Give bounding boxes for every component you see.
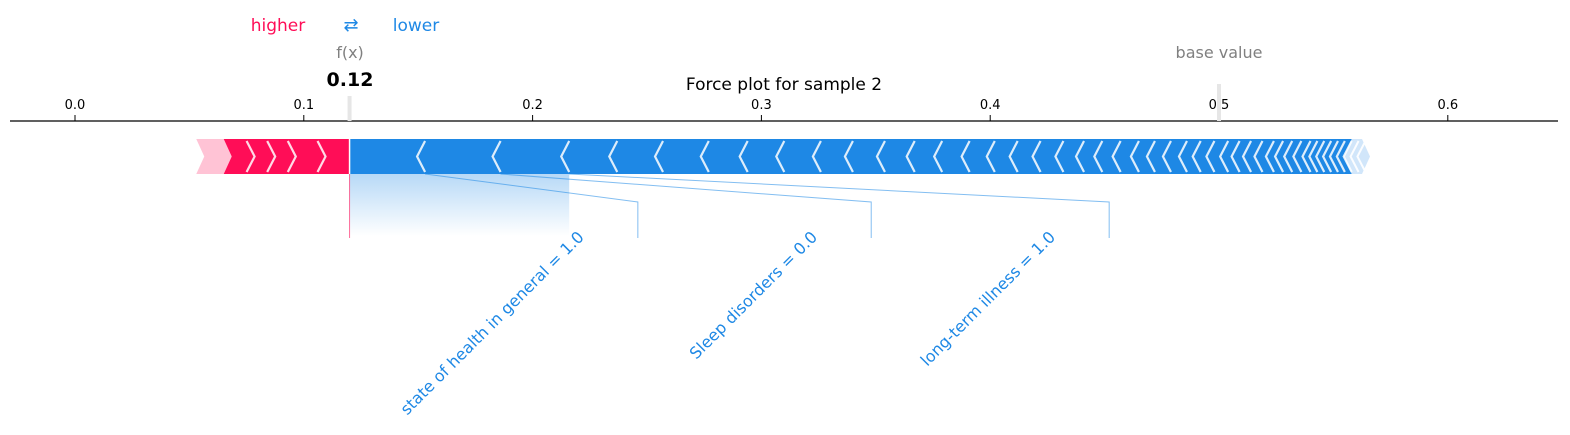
negative-feature-chevron bbox=[1177, 140, 1188, 173]
negative-feature-chevron bbox=[1308, 140, 1319, 173]
legend-lower-label: lower bbox=[393, 16, 439, 36]
negative-feature-chevron bbox=[1145, 140, 1156, 173]
feature-label: state of health in general = 1.0 bbox=[396, 227, 587, 418]
chart-title: Force plot for sample 2 bbox=[686, 75, 882, 95]
feature-label: long-term illness = 1.0 bbox=[917, 227, 1059, 369]
negative-feature-chevron bbox=[1273, 140, 1285, 173]
x-axis-ticks: 0.00.10.20.30.40.50.6 bbox=[65, 98, 1458, 121]
positive-feature-chevron bbox=[266, 140, 277, 173]
x-tick-label: 0.0 bbox=[65, 98, 86, 113]
negative-feature-chevron bbox=[559, 140, 571, 173]
negative-feature-chevron bbox=[608, 140, 619, 173]
negative-feature-chevron bbox=[653, 140, 664, 173]
fade-rect bbox=[349, 174, 570, 236]
negative-feature-chevron bbox=[905, 140, 916, 173]
negative-feature-chevron bbox=[1292, 140, 1303, 173]
negative-feature-chevron bbox=[1264, 140, 1275, 173]
negative-feature-chevron bbox=[1129, 140, 1140, 173]
negative-feature-chevron bbox=[1253, 140, 1264, 173]
base-value-label: base value bbox=[1176, 43, 1263, 62]
feature-connector-line bbox=[569, 173, 1110, 238]
legend-higher-label: higher bbox=[251, 16, 306, 36]
positive-feature-chevron bbox=[245, 140, 256, 173]
negative-feature-chevron bbox=[1093, 140, 1104, 173]
negative-feature-chevron bbox=[1074, 140, 1085, 173]
negative-bar bbox=[349, 139, 1352, 174]
legend-arrow-icon: ⇄ bbox=[343, 15, 358, 36]
feature-connector-line bbox=[424, 173, 639, 238]
negative-feature-chevron bbox=[1218, 140, 1230, 173]
feature-fade-region bbox=[349, 174, 570, 238]
negative-feature-chevron bbox=[1054, 140, 1065, 173]
x-tick-label: 0.6 bbox=[1437, 98, 1458, 113]
negative-feature-chevron bbox=[1335, 140, 1346, 173]
positive-feature-chevron bbox=[316, 140, 327, 173]
negative-feature-chevron bbox=[1031, 140, 1042, 173]
negative-feature-chevron bbox=[1191, 140, 1202, 173]
negative-feature-chevron bbox=[1315, 140, 1326, 173]
force-bars bbox=[196, 139, 1371, 174]
negative-feature-chevron bbox=[1342, 140, 1353, 173]
negative-feature-chevron bbox=[415, 140, 427, 173]
negative-feature-chevron bbox=[1301, 140, 1312, 173]
negative-feature-chevron bbox=[932, 140, 944, 173]
negative-feature-chevron bbox=[1328, 140, 1339, 173]
negative-feature-chevron bbox=[843, 140, 854, 173]
feature-label: Sleep disorders = 0.0 bbox=[686, 227, 821, 362]
negative-feature-chevron bbox=[491, 140, 502, 173]
x-tick-label: 0.3 bbox=[751, 98, 772, 113]
negative-feature-chevron bbox=[1241, 140, 1253, 173]
fx-label: f(x) bbox=[336, 43, 364, 62]
negative-feature-chevron bbox=[960, 140, 971, 173]
negative-feature-chevron bbox=[1111, 140, 1122, 173]
negative-feature-chevron bbox=[875, 140, 886, 173]
negative-feature-chevron bbox=[985, 140, 996, 173]
positive-bar bbox=[223, 139, 350, 174]
positive-feature-chevron bbox=[286, 140, 298, 173]
negative-feature-chevron bbox=[1321, 140, 1333, 173]
x-tick-label: 0.4 bbox=[980, 98, 1001, 113]
negative-feature-chevron bbox=[1161, 140, 1172, 173]
fx-value: 0.12 bbox=[327, 69, 374, 91]
negative-feature-chevron bbox=[1008, 140, 1019, 173]
negative-feature-chevron bbox=[738, 140, 749, 173]
feature-connectors bbox=[424, 173, 1110, 238]
x-tick-label: 0.1 bbox=[293, 98, 314, 113]
negative-feature-chevron bbox=[1230, 140, 1241, 173]
negative-feature-chevron bbox=[1205, 140, 1216, 173]
negative-feature-chevron bbox=[699, 140, 710, 173]
negative-feature-chevron bbox=[775, 140, 786, 173]
negative-feature-chevron bbox=[1282, 140, 1294, 173]
positive-tail-segment bbox=[196, 139, 232, 174]
negative-feature-chevron bbox=[811, 140, 822, 173]
feature-connector-line bbox=[500, 173, 872, 238]
x-tick-label: 0.2 bbox=[522, 98, 543, 113]
negative-tail-chevron bbox=[1349, 140, 1360, 173]
negative-tail-chevron bbox=[1356, 140, 1367, 173]
feature-labels: state of health in general = 1.0 Sleep di… bbox=[396, 227, 1059, 418]
